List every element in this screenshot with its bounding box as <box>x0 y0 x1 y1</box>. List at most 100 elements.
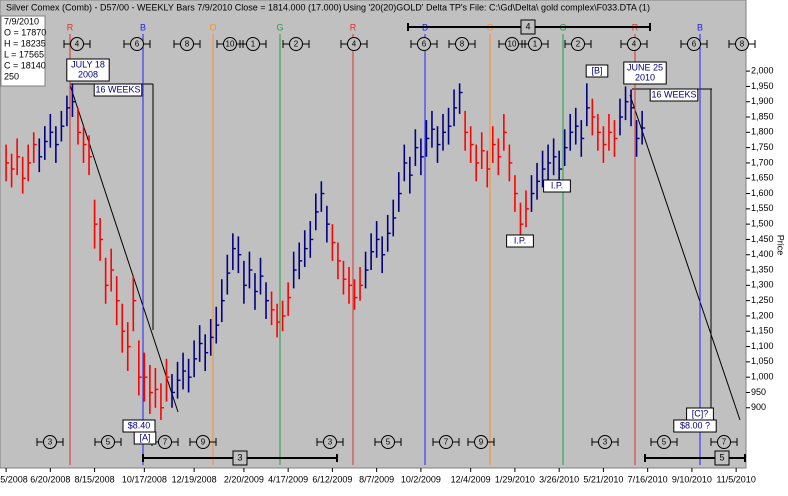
annotation-box <box>543 179 571 193</box>
marker-circle <box>598 435 612 449</box>
marker-label: 7 <box>444 438 449 447</box>
annotation-text: 2010 <box>635 72 655 82</box>
x-tick-label: 1/29/2010 <box>495 474 535 484</box>
marker-circle <box>196 435 210 449</box>
y-tick-label: 1,000 <box>751 372 774 382</box>
marker-label: 1 <box>533 40 538 49</box>
cycle-letter: B <box>140 22 146 32</box>
x-tick-label: 12/4/2009 <box>451 474 491 484</box>
annotation-box <box>673 419 717 433</box>
y-tick-label: 1,500 <box>751 219 774 229</box>
marker-label: 5 <box>662 438 667 447</box>
annotation-text: I.P. <box>551 180 563 190</box>
annotation-box <box>623 61 667 85</box>
trendline <box>69 84 179 413</box>
x-tick-label: 9/10/2010 <box>672 474 712 484</box>
annotation-text: 16 WEEKS <box>95 84 140 94</box>
annotation-box <box>585 64 609 78</box>
annotation-text: [C]? <box>692 408 709 418</box>
annotation-box <box>66 58 110 82</box>
chart-subtitle: Using '20(20)GOLD' Delta TP's File: C:\G… <box>343 2 650 12</box>
annotation-text: $8.00 ? <box>680 420 710 430</box>
marker-circle <box>381 435 395 449</box>
marker-circle <box>223 37 237 51</box>
marker-label: 10 <box>226 40 235 49</box>
marker-label: 5 <box>386 438 391 447</box>
marker-circle <box>347 37 361 51</box>
annotation-box <box>649 88 699 102</box>
y-tick-label: 1,600 <box>751 188 774 198</box>
bracket-label: 5 <box>719 452 724 462</box>
plot-area <box>0 0 747 469</box>
marker-circle <box>101 435 115 449</box>
marker-label: 7 <box>163 438 168 447</box>
x-tick-label: 12/19/2008 <box>172 474 217 484</box>
marker-label: 4 <box>632 40 637 49</box>
marker-circle <box>417 37 431 51</box>
marker-circle <box>657 435 671 449</box>
annotation-box <box>133 431 157 445</box>
y-tick-label: 1,550 <box>751 203 774 213</box>
y-tick-label: 900 <box>751 402 766 412</box>
info-line: O = 17870 <box>4 27 46 37</box>
info-line: H = 18235 <box>4 38 46 48</box>
info-line: L = 17565 <box>4 49 44 59</box>
annotation-text: 2008 <box>78 69 98 79</box>
x-tick-label: 4/17/2009 <box>268 474 308 484</box>
y-tick-label: 1,900 <box>751 96 774 106</box>
chart-title: Silver Comex (Comb) - D57/00 - WEEKLY Ba… <box>6 2 342 12</box>
annotation-text: $8.40 <box>128 420 151 430</box>
annotation-box <box>506 234 534 248</box>
bracket-box <box>232 450 248 466</box>
y-axis-label: Price <box>776 235 786 256</box>
marker-label: 6 <box>135 40 140 49</box>
marker-circle <box>70 37 84 51</box>
marker-label: 5 <box>106 438 111 447</box>
marker-circle <box>130 37 144 51</box>
x-tick-label: 5/21/2010 <box>583 474 623 484</box>
marker-circle <box>323 435 337 449</box>
marker-label: 9 <box>479 438 484 447</box>
marker-circle <box>439 435 453 449</box>
marker-circle <box>528 37 542 51</box>
y-tick-label: 1,450 <box>751 234 774 244</box>
x-tick-label: 11/5/2010 <box>716 474 755 484</box>
bracket-label: 3 <box>237 452 242 462</box>
cycle-letter: R <box>350 22 357 32</box>
cycle-letter: B <box>697 22 703 32</box>
marker-label: 8 <box>185 40 190 49</box>
y-tick-label: 1,150 <box>751 326 774 336</box>
marker-label: 8 <box>740 40 745 49</box>
y-tick-label: 1,950 <box>751 81 774 91</box>
marker-label: 6 <box>422 40 427 49</box>
annotation-text: [A] <box>139 432 150 442</box>
marker-label: 3 <box>328 438 333 447</box>
marker-circle <box>289 37 303 51</box>
y-tick-label: 1,050 <box>751 356 774 366</box>
y-tick-label: 1,300 <box>751 280 774 290</box>
x-tick-label: 3/26/2010 <box>539 474 579 484</box>
x-tick-label: 10/2/2009 <box>401 474 441 484</box>
marker-label: 1 <box>251 40 256 49</box>
y-tick-label: 1,750 <box>751 142 774 152</box>
info-box <box>0 15 46 87</box>
y-tick-label: 950 <box>751 387 766 397</box>
marker-label: 6 <box>692 40 697 49</box>
marker-circle <box>627 37 641 51</box>
annotation-text: 16 WEEKS <box>651 89 696 99</box>
annotation-text: JUNE 25 <box>627 62 663 72</box>
marker-label: 10 <box>508 40 517 49</box>
bracket-label: 4 <box>525 21 530 31</box>
marker-circle <box>43 435 57 449</box>
bracket-box <box>714 450 730 466</box>
marker-label: 3 <box>48 438 53 447</box>
marker-circle <box>180 37 194 51</box>
marker-circle <box>474 435 488 449</box>
marker-circle <box>735 37 749 51</box>
y-tick-label: 1,250 <box>751 295 774 305</box>
y-tick-label: 2,000 <box>751 65 774 75</box>
annotation-text: JULY 18 <box>71 59 105 69</box>
annotation-text: I.P. <box>514 235 526 245</box>
x-tick-label: 10/17/2008 <box>122 474 167 484</box>
